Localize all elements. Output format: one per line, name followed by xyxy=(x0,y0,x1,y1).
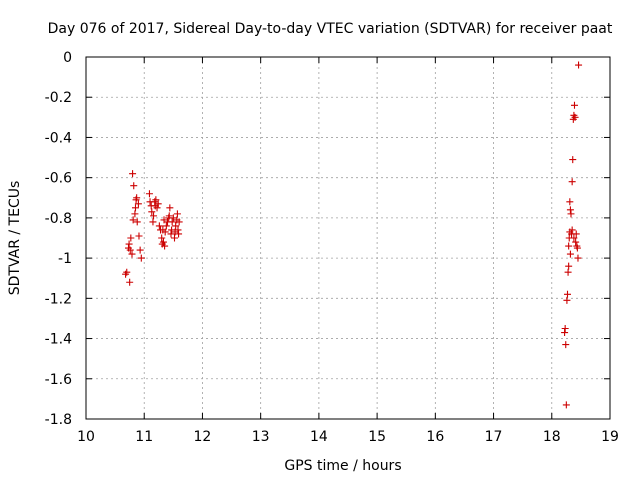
data-point xyxy=(569,156,577,164)
data-point xyxy=(175,218,183,226)
data-point xyxy=(166,204,174,212)
data-point xyxy=(145,190,153,198)
data-point xyxy=(170,234,178,242)
data-point xyxy=(133,194,141,202)
y-tick-label: -1.6 xyxy=(45,372,72,388)
data-point xyxy=(167,230,175,238)
y-axis-ticks: 0 -0.2 -0.4 -0.6 -0.8 -1 -1.2 -1.4 -1.6 -1.8 xyxy=(45,50,610,428)
data-point xyxy=(565,242,573,250)
x-tick-label: 13 xyxy=(252,429,270,445)
data-points xyxy=(122,61,583,409)
data-point xyxy=(574,254,582,262)
y-tick-label: -0.2 xyxy=(45,90,72,106)
data-point xyxy=(152,196,160,204)
data-point xyxy=(130,182,138,190)
x-tick-label: 15 xyxy=(368,429,386,445)
x-tick-label: 17 xyxy=(485,429,503,445)
data-point xyxy=(573,244,581,252)
data-point xyxy=(131,210,139,218)
data-point xyxy=(165,212,173,220)
grid xyxy=(86,57,610,419)
x-axis-ticks: 10 11 12 13 14 15 16 17 18 19 xyxy=(77,57,619,445)
data-point xyxy=(127,234,135,242)
x-tick-label: 14 xyxy=(310,429,328,445)
data-point xyxy=(158,234,166,242)
data-point xyxy=(126,246,134,254)
data-point xyxy=(566,206,574,214)
data-point xyxy=(564,268,572,276)
data-point xyxy=(153,204,161,212)
x-tick-label: 18 xyxy=(543,429,561,445)
x-tick-label: 11 xyxy=(135,429,153,445)
data-point xyxy=(131,204,139,212)
data-point xyxy=(150,212,158,220)
data-point xyxy=(173,210,181,218)
chart-title: Day 076 of 2017, Sidereal Day-to-day VTE… xyxy=(48,21,613,37)
y-tick-label: -0.8 xyxy=(45,211,72,227)
data-point xyxy=(568,178,576,186)
data-point xyxy=(174,226,182,234)
data-point xyxy=(562,401,570,409)
data-point xyxy=(136,246,144,254)
x-tick-label: 16 xyxy=(426,429,444,445)
y-tick-label: 0 xyxy=(63,50,72,66)
x-tick-label: 19 xyxy=(601,429,619,445)
data-point xyxy=(565,262,573,270)
data-point xyxy=(154,200,162,208)
y-tick-label: -0.6 xyxy=(45,171,72,187)
data-point xyxy=(562,341,570,349)
data-point xyxy=(125,240,133,248)
data-point xyxy=(161,242,169,250)
data-point xyxy=(133,218,141,226)
data-point xyxy=(563,296,571,304)
data-point xyxy=(575,61,583,69)
data-point xyxy=(129,216,137,224)
x-tick-label: 12 xyxy=(194,429,212,445)
data-point xyxy=(571,113,579,121)
data-point xyxy=(172,222,180,230)
data-point xyxy=(128,250,136,258)
data-point xyxy=(566,198,574,206)
data-point xyxy=(129,170,137,178)
y-tick-label: -0.4 xyxy=(45,130,72,146)
data-point xyxy=(570,234,578,242)
data-point xyxy=(561,329,569,337)
data-point xyxy=(175,230,183,238)
data-point xyxy=(572,230,580,238)
data-point xyxy=(137,254,145,262)
data-point xyxy=(563,290,571,298)
y-tick-label: -1.2 xyxy=(45,291,72,307)
y-tick-label: -1.8 xyxy=(45,412,72,428)
data-point xyxy=(126,278,134,286)
data-point xyxy=(561,325,569,332)
data-point xyxy=(567,210,575,218)
data-point xyxy=(155,222,163,230)
data-point xyxy=(168,218,176,226)
data-point xyxy=(570,101,578,109)
data-point xyxy=(123,268,131,276)
data-point xyxy=(159,238,167,246)
data-point xyxy=(148,208,156,216)
y-tick-label: -1 xyxy=(58,251,72,267)
data-point xyxy=(134,200,142,208)
data-point xyxy=(566,250,574,258)
y-tick-label: -1.4 xyxy=(45,332,72,348)
data-point xyxy=(161,228,169,236)
data-point xyxy=(568,226,576,234)
x-axis-label: GPS time / hours xyxy=(284,458,401,474)
data-point xyxy=(572,238,580,246)
data-point xyxy=(162,222,170,230)
data-point xyxy=(149,218,157,226)
y-axis-label: SDTVAR / TECUs xyxy=(7,181,23,296)
data-point xyxy=(135,232,143,240)
x-tick-label: 10 xyxy=(77,429,95,445)
plot-frame xyxy=(85,56,611,420)
